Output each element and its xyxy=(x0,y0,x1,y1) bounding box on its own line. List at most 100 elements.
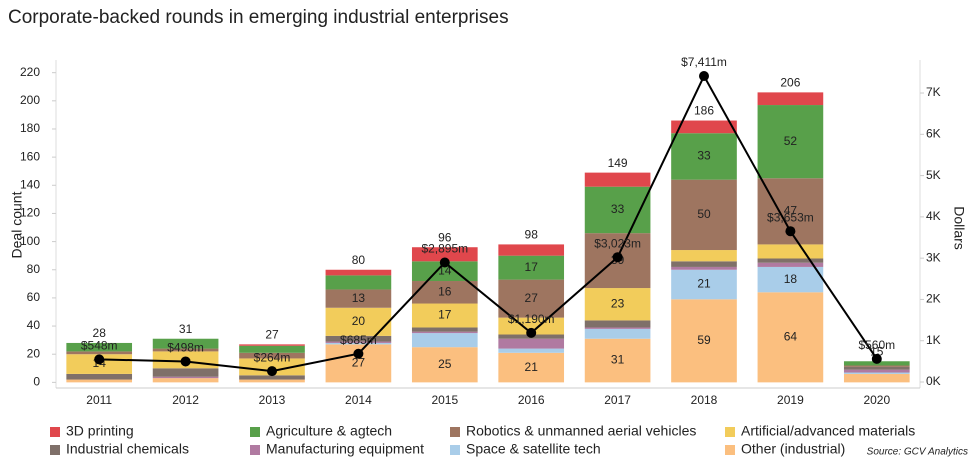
legend-label: Space & satellite tech xyxy=(466,441,601,457)
total-label: 80 xyxy=(352,253,366,267)
legend-label: Other (industrial) xyxy=(741,441,845,457)
bar-segment xyxy=(757,292,824,383)
x-tick-label: 2020 xyxy=(863,393,890,407)
bar-segment xyxy=(757,244,824,259)
bar-segment xyxy=(671,120,737,134)
bar-segment xyxy=(757,266,824,293)
legend-label: Robotics & unmanned aerial vehicles xyxy=(466,423,696,439)
bar-segment xyxy=(239,375,305,380)
dollar-label: $1,190m xyxy=(508,312,555,326)
dollar-point xyxy=(612,252,623,263)
legend-swatch xyxy=(50,427,60,437)
segment-label: 33 xyxy=(697,149,711,163)
dollar-label: $560m xyxy=(858,338,895,352)
segment-label: 25 xyxy=(438,357,452,371)
bar-segment xyxy=(325,342,392,345)
segment-label: 21 xyxy=(697,277,711,291)
y-tick-label: 40 xyxy=(27,318,41,332)
bar-segment xyxy=(152,378,219,383)
y-tick-label: 200 xyxy=(20,93,40,107)
x-tick-label: 2011 xyxy=(86,393,112,407)
dollar-point xyxy=(785,226,796,237)
bar-segment xyxy=(584,288,651,321)
dollar-label: $264m xyxy=(254,350,291,364)
source: Source: GCV Analytics xyxy=(867,447,968,458)
legend-label: Industrial chemicals xyxy=(66,441,189,457)
segment-label: 47 xyxy=(784,204,798,218)
dollar-label: $2,895m xyxy=(421,242,468,256)
bar-segment xyxy=(498,352,565,383)
bar-segment xyxy=(498,348,565,353)
x-tick-label: 2018 xyxy=(691,393,718,407)
legend-swatch xyxy=(725,427,735,437)
bar-segment xyxy=(498,338,565,349)
x-tick-label: 2012 xyxy=(172,393,199,407)
segment-label: 18 xyxy=(784,272,798,286)
y2-tick-label: 2K xyxy=(926,292,941,306)
segment-label: 64 xyxy=(784,329,798,343)
dollar-label: $498m xyxy=(167,341,204,355)
total-label: 27 xyxy=(265,328,279,342)
segment-label: 17 xyxy=(438,308,452,322)
y-tick-label: 220 xyxy=(20,65,40,79)
dollar-point xyxy=(94,354,105,365)
bar-segment xyxy=(325,289,392,308)
segment-label: 20 xyxy=(352,314,366,328)
segment-label: 23 xyxy=(611,296,625,310)
bar-segment xyxy=(584,327,651,329)
bar-segment xyxy=(671,266,737,270)
total-label: 186 xyxy=(694,104,714,118)
bar-segment xyxy=(152,376,219,379)
dollar-point xyxy=(526,327,537,338)
bar-segment xyxy=(66,351,133,355)
bar-segment xyxy=(757,262,824,267)
bar-segment xyxy=(152,368,219,377)
bar-segment xyxy=(843,369,910,373)
x-tick-label: 2016 xyxy=(518,393,545,407)
dollar-label: $548m xyxy=(81,339,118,353)
bar-segment xyxy=(325,275,392,290)
segment-label: 16 xyxy=(438,284,452,298)
segment-label: 27 xyxy=(352,356,366,370)
y-tick-label: 100 xyxy=(20,234,40,248)
dollar-label: $3,653m xyxy=(767,210,814,224)
legend-label: Agriculture & agtech xyxy=(266,423,392,439)
total-label: 98 xyxy=(525,228,539,242)
segment-label: 50 xyxy=(697,207,711,221)
bar-segment xyxy=(498,279,565,318)
bar-segment xyxy=(584,338,651,383)
bar-segment xyxy=(239,344,305,346)
bar-segment xyxy=(498,244,565,256)
bar-segment xyxy=(152,348,219,352)
x-tick-label: 2013 xyxy=(259,393,286,407)
total-label: 96 xyxy=(438,230,452,244)
bar-segment xyxy=(411,303,478,328)
legend-swatch xyxy=(725,445,735,455)
bar-segment xyxy=(325,269,392,276)
bar-segment xyxy=(757,92,824,106)
y-tick-label: 120 xyxy=(20,206,40,220)
bar-segment xyxy=(239,352,305,359)
bar-segment xyxy=(671,269,737,300)
bar-segment xyxy=(66,342,133,352)
x-tick-label: 2015 xyxy=(431,393,458,407)
dollar-label: $685m xyxy=(340,333,377,347)
bar-segment xyxy=(671,250,737,262)
legend-swatch xyxy=(450,445,460,455)
total-label: 206 xyxy=(780,76,800,90)
bar-segment xyxy=(498,317,565,335)
bar-segment xyxy=(671,299,737,383)
bar-segment xyxy=(843,365,910,367)
dollar-point xyxy=(699,71,709,82)
dollar-point xyxy=(267,366,277,377)
dollar-point xyxy=(180,356,191,367)
bar-segment xyxy=(411,281,478,304)
x-tick-label: 2019 xyxy=(777,393,804,407)
y2-tick-label: 1K xyxy=(926,333,941,347)
y2-tick-label: 6K xyxy=(926,126,941,140)
y2-tick-label: 0K xyxy=(926,374,941,388)
y-tick-label: 140 xyxy=(20,177,40,191)
legend-swatch xyxy=(450,427,460,437)
y-tick-label: 160 xyxy=(20,149,40,163)
legend-swatch xyxy=(250,427,260,437)
